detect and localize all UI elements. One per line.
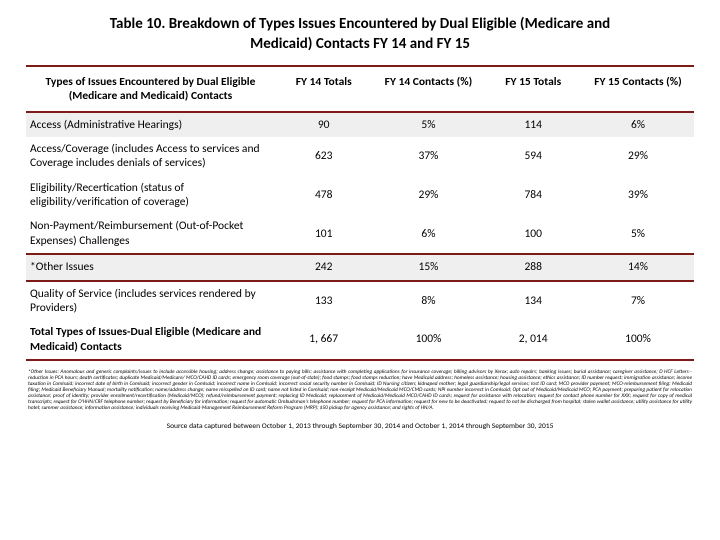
table-header-row: Types of Issues Encountered by Dual Elig… [26, 66, 694, 112]
col-header-4: FY 15 Contacts (%) [582, 66, 694, 112]
row-value: 2, 014 [484, 320, 582, 360]
col-header-0: Types of Issues Encountered by Dual Elig… [26, 66, 275, 112]
row-label: Non-Payment/Reimbursement (Out-of-Pocket… [26, 214, 275, 254]
row-value: 90 [275, 112, 373, 137]
row-value: 37% [372, 137, 484, 176]
data-table: Types of Issues Encountered by Dual Elig… [26, 65, 694, 362]
table-title: Table 10. Breakdown of Types Issues Enco… [26, 14, 694, 65]
row-value: 5% [372, 112, 484, 137]
row-value: 6% [582, 112, 694, 137]
row-value: 1, 667 [275, 320, 373, 360]
col-header-2: FY 14 Contacts (%) [372, 66, 484, 112]
row-value: 101 [275, 214, 373, 254]
row-value: 478 [275, 176, 373, 215]
row-value: 14% [582, 254, 694, 280]
row-value: 242 [275, 254, 373, 280]
col-header-3: FY 15 Totals [484, 66, 582, 112]
row-value: 5% [582, 214, 694, 254]
footnote-text: *Other Issues: Anomalous and generic com… [26, 361, 694, 416]
row-value: 29% [372, 176, 484, 215]
row-value: 29% [582, 137, 694, 176]
row-label: Access/Coverage (includes Access to serv… [26, 137, 275, 176]
row-value: 8% [372, 281, 484, 321]
table-row: Total Types of Issues-Dual Eligible (Med… [26, 320, 694, 360]
row-value: 6% [372, 214, 484, 254]
row-value: 15% [372, 254, 484, 280]
row-value: 623 [275, 137, 373, 176]
table-row: Access/Coverage (includes Access to serv… [26, 137, 694, 176]
table-row: Eligibility/Recertication (status of eli… [26, 176, 694, 215]
row-value: 133 [275, 281, 373, 321]
source-text: Source data captured between October 1, … [26, 416, 694, 431]
row-value: 39% [582, 176, 694, 215]
row-value: 100 [484, 214, 582, 254]
row-value: 134 [484, 281, 582, 321]
table-row: Non-Payment/Reimbursement (Out-of-Pocket… [26, 214, 694, 254]
row-value: 7% [582, 281, 694, 321]
row-value: 288 [484, 254, 582, 280]
row-value: 784 [484, 176, 582, 215]
row-value: 114 [484, 112, 582, 137]
table-row: Quality of Service (includes services re… [26, 281, 694, 321]
row-value: 100% [372, 320, 484, 360]
row-label: Quality of Service (includes services re… [26, 281, 275, 321]
table-row: *Other Issues24215%28814% [26, 254, 694, 280]
table-row: Access (Administrative Hearings)905%1146… [26, 112, 694, 137]
row-label: Total Types of Issues-Dual Eligible (Med… [26, 320, 275, 360]
col-header-1: FY 14 Totals [275, 66, 373, 112]
row-label: *Other Issues [26, 254, 275, 280]
row-label: Access (Administrative Hearings) [26, 112, 275, 137]
row-value: 594 [484, 137, 582, 176]
row-label: Eligibility/Recertication (status of eli… [26, 176, 275, 215]
row-value: 100% [582, 320, 694, 360]
